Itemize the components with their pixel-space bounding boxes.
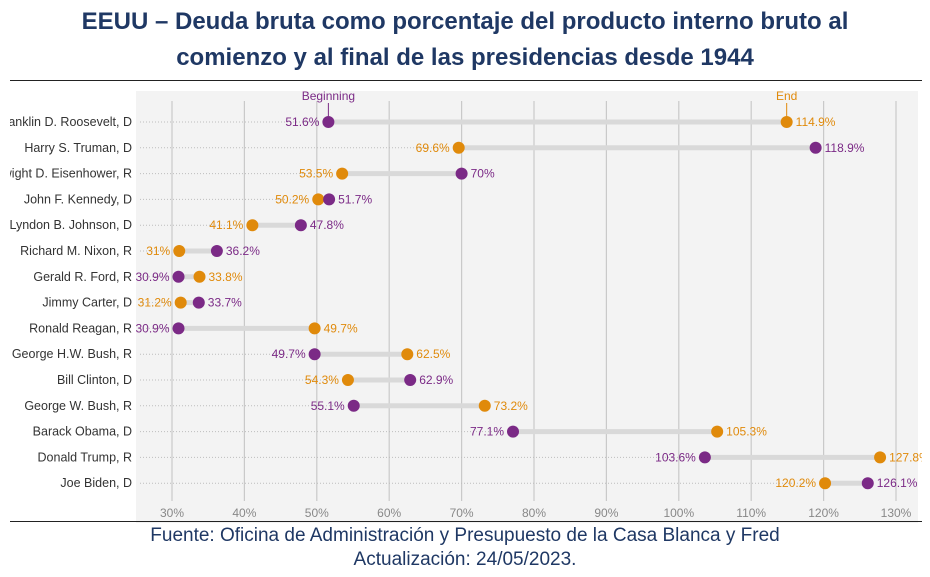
- end-value-label: 120.2%: [775, 476, 816, 490]
- end-dot: [478, 399, 491, 412]
- end-dot: [173, 245, 186, 257]
- president-name: George W. Bush, R: [24, 399, 132, 413]
- president-name: Bill Clinton, D: [57, 373, 132, 387]
- chart-title-line-1: EEUU – Deuda bruta como porcentaje del p…: [81, 8, 849, 35]
- president-name: John F. Kennedy, D: [24, 192, 132, 206]
- end-value-label: 105.3%: [726, 425, 767, 439]
- x-tick-label: 60%: [377, 506, 401, 520]
- beginning-dot: [404, 374, 417, 386]
- beginning-value-label: 33.7%: [208, 296, 242, 310]
- beginning-value-label: 51.6%: [285, 115, 319, 129]
- beginning-value-label: 36.2%: [226, 244, 260, 258]
- president-name: Gerald R. Ford, R: [33, 270, 132, 284]
- end-value-label: 114.9%: [796, 115, 836, 129]
- x-tick-label: 70%: [450, 506, 474, 520]
- chart-title: EEUU – Deuda bruta como porcentaje del p…: [0, 4, 930, 76]
- beginning-dot: [294, 219, 307, 232]
- end-dot: [312, 193, 325, 206]
- beginning-value-label: 77.1%: [470, 425, 504, 439]
- x-tick-label: 90%: [594, 506, 618, 520]
- beginning-dot: [507, 425, 520, 438]
- beginning-dot: [347, 399, 360, 412]
- beginning-dot: [308, 348, 321, 361]
- x-tick-label: 120%: [808, 506, 839, 520]
- president-name: Richard M. Nixon, R: [20, 244, 132, 258]
- end-dot: [174, 296, 187, 309]
- beginning-value-label: 126.1%: [877, 476, 918, 490]
- end-dot: [401, 348, 414, 361]
- president-name: George H.W. Bush, R: [12, 347, 132, 361]
- end-dot: [711, 425, 724, 438]
- update-note: Actualización: 24/05/2023.: [353, 549, 577, 570]
- beginning-dot: [698, 451, 711, 464]
- end-value-label: 73.2%: [494, 399, 528, 413]
- end-value-label: 33.8%: [209, 270, 243, 284]
- x-tick-label: 100%: [663, 506, 694, 520]
- beginning-dot: [172, 270, 185, 283]
- beginning-dot: [172, 322, 185, 335]
- end-dot: [336, 167, 349, 180]
- beginning-dot: [861, 477, 874, 490]
- chart-title-line-2: comienzo y al final de las presidencias …: [176, 44, 754, 71]
- beginning-value-label: 70%: [471, 167, 495, 181]
- source-note: Fuente: Oficina de Administración y Pres…: [150, 525, 780, 546]
- beginning-value-label: 30.9%: [135, 321, 169, 335]
- end-value-label: 62.5%: [416, 347, 450, 361]
- x-tick-label: 110%: [736, 506, 766, 520]
- top-rule: [10, 80, 922, 81]
- legend-end: End: [776, 89, 797, 103]
- president-name: Dwight D. Eisenhower, R: [10, 167, 132, 181]
- end-dot: [819, 477, 832, 490]
- president-name: Donald Trump, R: [38, 450, 132, 464]
- president-name: Harry S. Truman, D: [24, 141, 132, 155]
- x-tick-label: 80%: [522, 506, 546, 520]
- plot-background: [136, 91, 918, 523]
- beginning-value-label: 51.7%: [338, 192, 372, 206]
- end-value-label: 54.3%: [305, 373, 339, 387]
- bottom-rule: [10, 521, 922, 522]
- end-value-label: 31%: [146, 244, 170, 258]
- end-dot: [308, 322, 321, 335]
- end-value-label: 69.6%: [416, 141, 450, 155]
- beginning-dot: [809, 141, 822, 154]
- beginning-dot: [323, 193, 336, 206]
- president-name: Barack Obama, D: [33, 425, 132, 439]
- end-value-label: 31.2%: [138, 296, 172, 310]
- end-value-label: 50.2%: [275, 192, 309, 206]
- president-name: Ronald Reagan, R: [29, 321, 132, 335]
- beginning-dot: [455, 167, 468, 180]
- beginning-dot: [322, 116, 335, 128]
- beginning-value-label: 49.7%: [272, 347, 306, 361]
- end-value-label: 53.5%: [299, 167, 333, 181]
- beginning-value-label: 103.6%: [655, 450, 696, 464]
- dumbbell-chart: 30% 40% 50% 60% 70% 80% 90% 100% 110% 120% 130% Beg…: [10, 89, 922, 523]
- beginning-value-label: 62.9%: [419, 373, 453, 387]
- end-dot: [780, 116, 793, 128]
- beginning-dot: [210, 245, 223, 257]
- end-dot: [874, 451, 887, 464]
- president-name: Jimmy Carter, D: [42, 296, 132, 310]
- legend-beginning: Beginning: [302, 89, 355, 103]
- end-value-label: 127.8%: [889, 450, 922, 464]
- x-tick-label: 130%: [881, 506, 912, 520]
- president-name: Lyndon B. Johnson, D: [10, 218, 132, 232]
- beginning-value-label: 118.9%: [825, 141, 865, 155]
- beginning-value-label: 55.1%: [311, 399, 345, 413]
- x-tick-label: 40%: [232, 506, 256, 520]
- end-dot: [246, 219, 259, 232]
- end-value-label: 49.7%: [324, 321, 358, 335]
- end-value-label: 41.1%: [209, 218, 243, 232]
- x-tick-label: 50%: [305, 506, 329, 520]
- beginning-value-label: 30.9%: [135, 270, 169, 284]
- x-tick-label: 30%: [160, 506, 184, 520]
- end-dot: [452, 141, 465, 154]
- beginning-value-label: 47.8%: [310, 218, 344, 232]
- president-name: Franklin D. Roosevelt, D: [10, 115, 132, 129]
- end-dot: [341, 374, 354, 386]
- chart-footer: Fuente: Oficina de Administración y Pres…: [0, 524, 930, 572]
- beginning-dot: [192, 296, 205, 309]
- end-dot: [193, 270, 206, 283]
- president-name: Joe Biden, D: [60, 476, 132, 490]
